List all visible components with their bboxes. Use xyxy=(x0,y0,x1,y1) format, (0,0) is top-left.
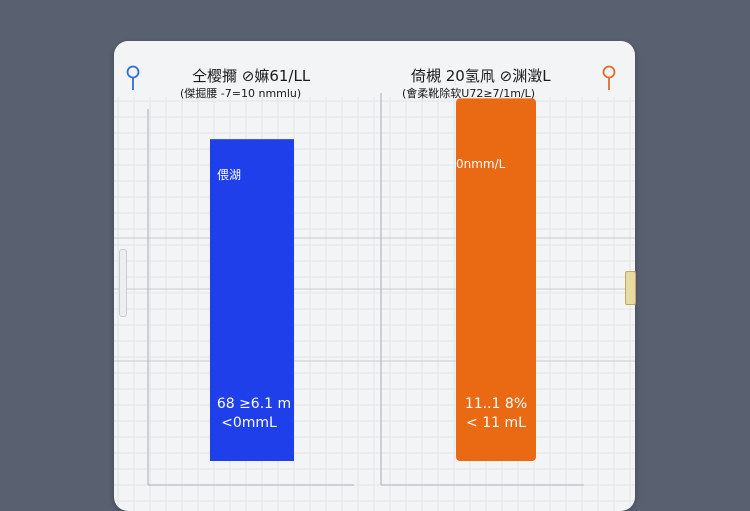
bar-2-title: 倚槻 20氢凧 ⊘渊澂L xyxy=(411,67,551,85)
bar-2-value-line-2: < 11 mL xyxy=(466,415,526,431)
bar-2 xyxy=(456,98,536,461)
bar-2-value-line-1: 11..1 8% xyxy=(464,396,528,412)
chart-canvas xyxy=(114,65,635,511)
bar-1 xyxy=(210,139,294,461)
page-title xyxy=(0,0,750,12)
chart-card: 仝樱擟 ⊘嫲61/LL (傑掘腰 -7=10 nmmlu) 倚槻 20氢凧 ⊘渊… xyxy=(114,41,635,511)
bar-1-subtitle: (傑掘腰 -7=10 nmmlu) xyxy=(180,87,302,100)
bar-1-title: 仝樱擟 ⊘嫲61/LL xyxy=(192,67,311,85)
map-pin-icon-right-head xyxy=(602,65,616,79)
bar-1-value-line-1: 68 ≥6.1 m xyxy=(216,396,292,412)
bar-1-value-line-2: <0mmL xyxy=(221,415,277,431)
left-drag-handle[interactable] xyxy=(119,249,127,317)
bar-2-subtitle: (會柔靴除软U72≥7/1m/L) xyxy=(402,87,536,100)
right-drag-handle[interactable] xyxy=(625,271,636,305)
map-pin-icon-left-head xyxy=(126,65,140,79)
bar-1-inner-label: 偎湖 xyxy=(217,168,242,182)
bar-2-inner-label: 0nmm/L xyxy=(456,157,506,171)
